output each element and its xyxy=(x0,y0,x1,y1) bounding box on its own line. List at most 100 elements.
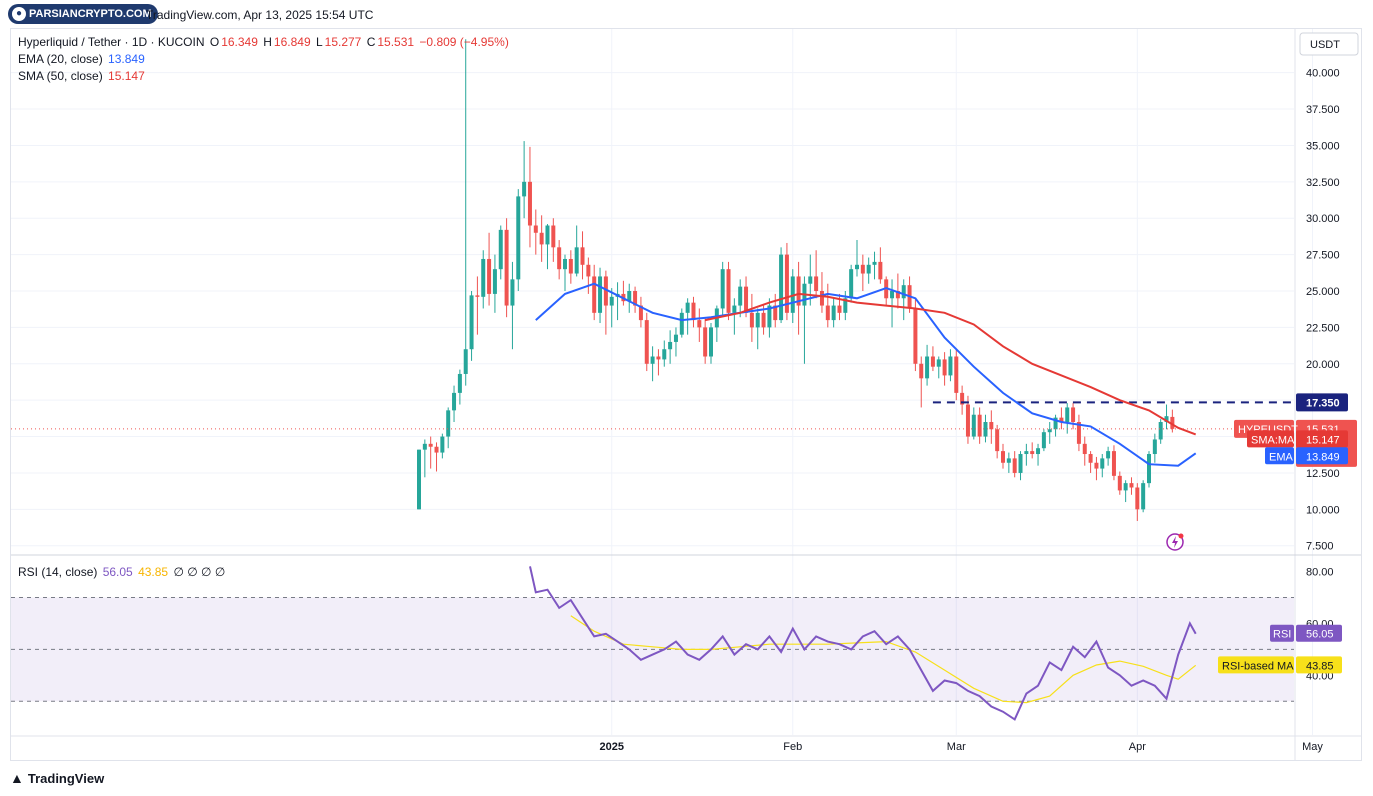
candle[interactable] xyxy=(802,276,807,364)
candle[interactable] xyxy=(919,356,924,408)
candle[interactable] xyxy=(1059,407,1064,430)
candle[interactable] xyxy=(504,218,509,318)
candle[interactable] xyxy=(434,442,439,472)
candle[interactable] xyxy=(563,254,567,291)
candle[interactable] xyxy=(615,282,620,321)
candle[interactable] xyxy=(825,283,830,328)
candle[interactable] xyxy=(1036,443,1041,466)
candle[interactable] xyxy=(469,291,474,361)
rsi-line[interactable] xyxy=(529,566,1197,721)
candle[interactable] xyxy=(603,270,608,335)
candle[interactable] xyxy=(779,247,784,324)
candle[interactable] xyxy=(510,261,515,350)
candle[interactable] xyxy=(1006,452,1011,473)
candle[interactable] xyxy=(738,279,743,318)
candle[interactable] xyxy=(808,254,813,306)
candle[interactable] xyxy=(1053,414,1058,437)
candle[interactable] xyxy=(685,298,690,335)
sma-line[interactable] xyxy=(704,292,1197,436)
candle[interactable] xyxy=(463,39,468,386)
candle[interactable] xyxy=(901,279,906,321)
rsi-value-tag[interactable] xyxy=(1296,624,1342,642)
candle[interactable] xyxy=(726,261,731,321)
candle[interactable] xyxy=(1024,443,1029,466)
candle[interactable] xyxy=(1076,414,1081,452)
candle[interactable] xyxy=(930,346,935,372)
candle[interactable] xyxy=(1041,429,1046,452)
candle[interactable] xyxy=(481,250,486,309)
candle[interactable] xyxy=(831,298,836,328)
candle[interactable] xyxy=(773,293,778,328)
candle[interactable] xyxy=(866,257,871,284)
candle[interactable] xyxy=(586,257,591,294)
candle[interactable] xyxy=(895,273,900,309)
candle[interactable] xyxy=(948,349,953,382)
candle[interactable] xyxy=(872,251,877,280)
candle[interactable] xyxy=(691,296,696,328)
candle[interactable] xyxy=(814,250,819,299)
candle[interactable] xyxy=(533,209,538,255)
candle[interactable] xyxy=(428,436,433,469)
candle[interactable] xyxy=(1106,446,1111,466)
candle[interactable] xyxy=(498,225,503,280)
candle[interactable] xyxy=(574,225,579,277)
candle[interactable] xyxy=(673,327,678,357)
candle[interactable] xyxy=(890,279,895,328)
candle[interactable] xyxy=(1141,480,1146,513)
candle[interactable] xyxy=(627,283,632,313)
currency-button[interactable] xyxy=(1299,32,1359,56)
candle[interactable] xyxy=(621,280,626,306)
candle[interactable] xyxy=(650,346,655,382)
candle[interactable] xyxy=(936,356,941,379)
candle[interactable] xyxy=(1158,419,1163,444)
candle[interactable] xyxy=(656,349,661,376)
candle[interactable] xyxy=(1147,451,1151,488)
candle[interactable] xyxy=(913,298,918,372)
candle[interactable] xyxy=(679,308,684,338)
candle[interactable] xyxy=(522,141,527,219)
candle[interactable] xyxy=(1100,454,1105,478)
sma-name-tag[interactable] xyxy=(1247,430,1294,448)
candle[interactable] xyxy=(767,298,772,338)
candle[interactable] xyxy=(580,231,585,280)
candle[interactable] xyxy=(819,272,824,313)
candle[interactable] xyxy=(860,254,865,291)
candle[interactable] xyxy=(1117,471,1122,495)
candle[interactable] xyxy=(755,308,760,350)
rsi-ma-value-tag[interactable] xyxy=(1296,656,1342,674)
candle[interactable] xyxy=(545,224,550,270)
candle[interactable] xyxy=(446,407,451,449)
candle[interactable] xyxy=(720,261,725,318)
candle[interactable] xyxy=(592,264,597,321)
candle[interactable] xyxy=(668,330,673,364)
candle[interactable] xyxy=(849,264,854,303)
candle[interactable] xyxy=(1012,451,1017,478)
candle[interactable] xyxy=(1071,403,1076,430)
ema-name-tag[interactable] xyxy=(1265,447,1294,465)
candle[interactable] xyxy=(697,308,702,342)
candle[interactable] xyxy=(1152,433,1157,463)
candle[interactable] xyxy=(1001,443,1005,469)
candle[interactable] xyxy=(644,312,649,372)
candle[interactable] xyxy=(1088,451,1093,473)
candle[interactable] xyxy=(516,189,521,291)
candle[interactable] xyxy=(1129,477,1134,495)
candle[interactable] xyxy=(422,439,427,478)
candle[interactable] xyxy=(568,250,573,284)
candle[interactable] xyxy=(989,410,994,444)
candle[interactable] xyxy=(609,288,614,328)
candle[interactable] xyxy=(784,242,789,321)
candle[interactable] xyxy=(703,317,708,364)
candle[interactable] xyxy=(1135,483,1140,521)
candle[interactable] xyxy=(1094,456,1099,481)
candle[interactable] xyxy=(878,247,883,284)
candle[interactable] xyxy=(995,424,1000,459)
ema-line[interactable] xyxy=(535,282,1197,467)
candle[interactable] xyxy=(487,232,492,306)
candle[interactable] xyxy=(633,286,638,313)
candle[interactable] xyxy=(965,395,970,444)
candle[interactable] xyxy=(475,276,480,335)
sma-legend[interactable]: SMA (50, close) 15.147 xyxy=(18,69,147,83)
candle[interactable] xyxy=(457,369,462,405)
